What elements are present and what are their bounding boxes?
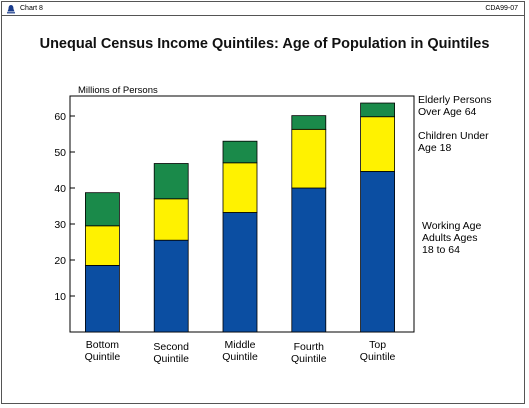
y-tick-label: 30 [54,219,66,231]
x-tick-label: Middle Quintile [222,339,258,363]
x-tick-label: Top Quintile [360,339,396,363]
x-tick-label: Second Quintile [153,341,189,365]
legend-elderly: Elderly Persons Over Age 64 [418,94,492,118]
bar-segment-children [153,198,189,241]
bell-logo-icon [7,5,15,14]
bar-segment-elderly [360,102,396,118]
bar-segment-working-age [291,187,327,333]
document-code: CDA99-07 [485,5,518,12]
bar-segment-elderly [222,140,258,164]
bar-segment-children [85,225,120,266]
y-tick-label: 10 [54,291,66,303]
header-bar: Chart 8 CDA99-07 [2,2,524,16]
bar-segment-working-age [85,264,120,333]
y-axis-label: Millions of Persons [78,85,158,96]
y-tick-label: 60 [54,111,66,123]
bar-segment-children [291,128,327,189]
bar-segment-elderly [85,192,120,227]
x-tick-label: Fourth Quintile [291,341,327,365]
y-tick-label: 50 [54,147,66,159]
x-tick-label: Bottom Quintile [85,339,121,363]
bar-segment-working-age [153,239,189,333]
bar-segment-elderly [291,115,327,130]
y-tick-label: 20 [54,255,66,267]
legend-working-age: Working Age Adults Ages 18 to 64 [422,220,482,256]
legend-children: Children Under Age 18 [418,130,489,154]
bar-segment-elderly [153,163,189,200]
chart-number-label: Chart 8 [20,5,43,12]
bar-segment-working-age [360,171,396,333]
bar-segment-children [222,162,258,213]
chart-title: Unequal Census Income Quintiles: Age of … [39,36,490,52]
bar-segment-working-age [222,212,258,333]
bar-segment-children [360,116,396,172]
y-tick-label: 40 [54,183,66,195]
